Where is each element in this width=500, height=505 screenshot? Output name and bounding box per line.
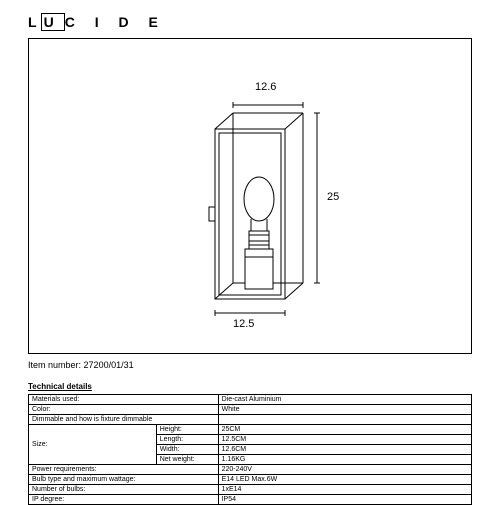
spec-value: 1xE14 [218,485,471,495]
table-row: Size:Height:25CM [29,425,472,435]
spec-label: Bulb type and maximum wattage: [29,475,219,485]
drawing-frame: 12.6 25 12.5 [28,38,472,354]
spec-value [218,415,471,425]
spec-sublabel: Length: [156,435,218,445]
product-line-drawing: 12.6 25 12.5 [205,99,325,319]
table-row: Number of bulbs:1xE14 [29,485,472,495]
item-number: Item number: 27200/01/31 [28,360,134,370]
dim-right-label: 25 [327,191,339,203]
spec-value: 25CM [218,425,471,435]
spec-label: Size: [29,425,157,465]
table-row: Bulb type and maximum wattage:E14 LED Ma… [29,475,472,485]
spec-sublabel: Height: [156,425,218,435]
table-row: Color:White [29,405,472,415]
spec-label: Dimmable and how is fixture dimmable [29,415,219,425]
table-row: Power requirements:220-240V [29,465,472,475]
spec-value: 220-240V [218,465,471,475]
spec-value: Die-cast Aluminium [218,395,471,405]
dim-bottom-label: 12.5 [233,318,254,330]
spec-value: White [218,405,471,415]
spec-label: Color: [29,405,219,415]
spec-label: Number of bulbs: [29,485,219,495]
item-number-label: Item number: [28,360,81,370]
spec-value: E14 LED Max.6W [218,475,471,485]
table-row: Materials used:Die-cast Aluminium [29,395,472,405]
spec-sublabel: Width: [156,445,218,455]
spec-label: Materials used: [29,395,219,405]
spec-table: Materials used:Die-cast AluminiumColor:W… [28,394,472,505]
item-number-value: 27200/01/31 [84,360,134,370]
spec-value: 12.5CM [218,435,471,445]
dim-top-label: 12.6 [255,81,276,93]
spec-sublabel: Net weight: [156,455,218,465]
spec-label: Power requirements: [29,465,219,475]
spec-value: 12.6CM [218,445,471,455]
table-row: Dimmable and how is fixture dimmable [29,415,472,425]
spec-value: 1.16KG [218,455,471,465]
tech-details-heading: Technical details [28,382,92,391]
brand-logo: LUC I D E [28,14,166,30]
